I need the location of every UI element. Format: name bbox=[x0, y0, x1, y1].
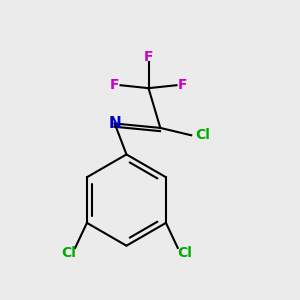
Text: F: F bbox=[178, 78, 188, 92]
Text: F: F bbox=[144, 50, 153, 64]
Text: Cl: Cl bbox=[195, 128, 210, 142]
Text: N: N bbox=[108, 116, 121, 131]
Text: F: F bbox=[109, 78, 119, 92]
Text: Cl: Cl bbox=[177, 246, 192, 260]
Text: Cl: Cl bbox=[61, 246, 76, 260]
